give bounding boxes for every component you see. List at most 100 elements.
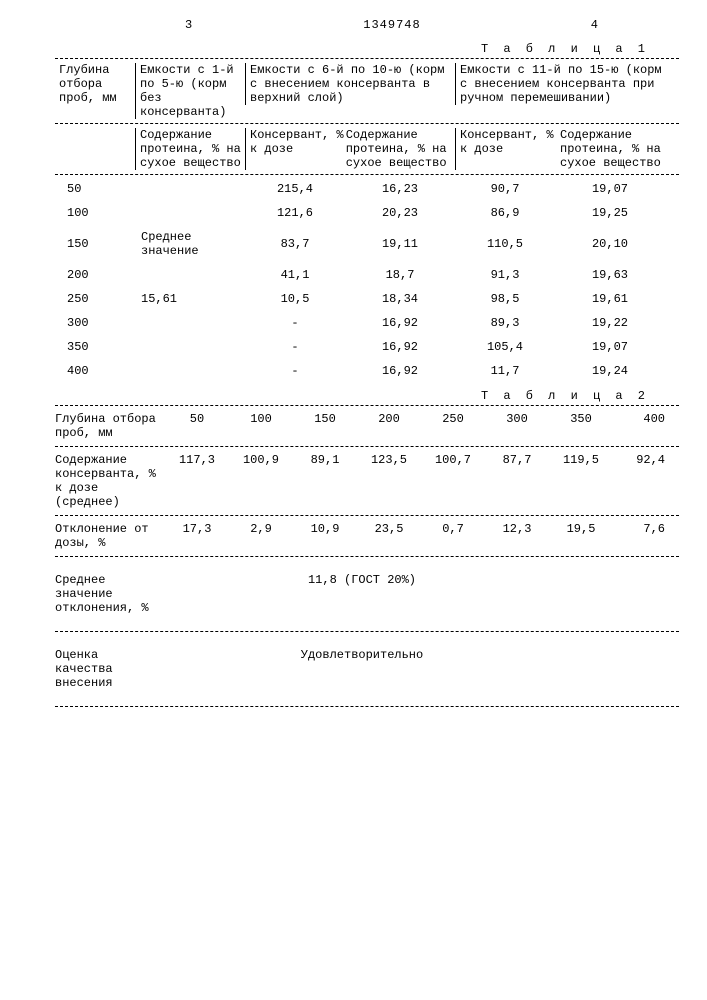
cell: 19,24 bbox=[555, 364, 665, 378]
cell: 91,3 bbox=[455, 268, 555, 282]
cell: 150 bbox=[55, 237, 135, 251]
cell: 41,1 bbox=[245, 268, 345, 282]
table-2-row-quality: Оценка качества внесения Удовлетворитель… bbox=[55, 634, 679, 704]
page-col-right: 4 bbox=[591, 18, 599, 32]
col-g1-protein: Содержание протеина, % на сухое вещество bbox=[135, 128, 245, 170]
cell: 20,23 bbox=[345, 206, 455, 220]
cell: Среднее значение bbox=[135, 230, 245, 258]
cell: 19,5 bbox=[549, 522, 613, 536]
cell: 250 bbox=[55, 292, 135, 306]
t2-content-values: 117,3100,989,1123,5100,787,7119,592,4 bbox=[165, 453, 679, 467]
cell: 100,7 bbox=[421, 453, 485, 467]
t2-quality-value: Удовлетворительно bbox=[165, 648, 679, 662]
cell: 19,11 bbox=[345, 237, 455, 251]
cell: 98,5 bbox=[455, 292, 555, 306]
divider bbox=[55, 446, 679, 447]
cell: 100 bbox=[55, 206, 135, 220]
cell: 90,7 bbox=[455, 182, 555, 196]
table-row: 350 -16,92105,419,07 bbox=[55, 335, 679, 359]
cell: - bbox=[245, 364, 345, 378]
cell: 50 bbox=[55, 182, 135, 196]
cell: 100,9 bbox=[229, 453, 293, 467]
cell: 89,3 bbox=[455, 316, 555, 330]
table-1-header-row-1: Глубина отбора проб, мм Емкости с 1-й по… bbox=[55, 61, 679, 121]
t2-quality-label: Оценка качества внесения bbox=[55, 648, 165, 690]
cell: 0,7 bbox=[421, 522, 485, 536]
cell: 50 bbox=[165, 412, 229, 426]
divider bbox=[55, 631, 679, 632]
cell: 121,6 bbox=[245, 206, 345, 220]
cell: 20,10 bbox=[555, 237, 665, 251]
cell: 86,9 bbox=[455, 206, 555, 220]
cell: 19,61 bbox=[555, 292, 665, 306]
divider bbox=[55, 405, 679, 406]
cell: 250 bbox=[421, 412, 485, 426]
cell: 19,63 bbox=[555, 268, 665, 282]
table-2-row-average: Среднее значение отклонения, % 11,8 (ГОС… bbox=[55, 559, 679, 629]
cell: 300 bbox=[485, 412, 549, 426]
cell: 110,5 bbox=[455, 237, 555, 251]
col-depth-header: Глубина отбора проб, мм bbox=[55, 63, 135, 105]
t2-average-label: Среднее значение отклонения, % bbox=[55, 573, 165, 615]
table-1-body: 50215,416,2390,719,07100121,620,2386,919… bbox=[55, 177, 679, 383]
t2-average-value: 11,8 (ГОСТ 20%) bbox=[165, 573, 679, 587]
table-1: Глубина отбора проб, мм Емкости с 1-й по… bbox=[55, 58, 679, 383]
cell: 16,23 bbox=[345, 182, 455, 196]
table-row: 150Среднее значение83,719,11110,520,10 bbox=[55, 225, 679, 263]
cell: 350 bbox=[55, 340, 135, 354]
cell: 18,34 bbox=[345, 292, 455, 306]
table-row: 25015,6110,518,3498,519,61 bbox=[55, 287, 679, 311]
cell: 18,7 bbox=[345, 268, 455, 282]
col-g3-conservant: Консервант, % к дозе bbox=[460, 128, 560, 170]
page: 3 1349748 4 Т а б л и ц а 1 Глубина отбо… bbox=[0, 0, 707, 739]
cell: 2,9 bbox=[229, 522, 293, 536]
cell: 16,92 bbox=[345, 340, 455, 354]
cell: - bbox=[245, 340, 345, 354]
cell: 16,92 bbox=[345, 364, 455, 378]
cell: 300 bbox=[55, 316, 135, 330]
cell: 87,7 bbox=[485, 453, 549, 467]
divider bbox=[55, 515, 679, 516]
col-g3-protein: Содержание протеина, % на сухое вещество bbox=[560, 128, 670, 170]
cell: 19,07 bbox=[555, 340, 665, 354]
cell: 7,6 bbox=[613, 522, 673, 536]
table-2: Глубина отбора проб, мм 5010015020025030… bbox=[55, 405, 679, 707]
cell: 350 bbox=[549, 412, 613, 426]
cell: 11,7 bbox=[455, 364, 555, 378]
t2-deviation-values: 17,32,910,923,50,712,319,57,6 bbox=[165, 522, 679, 536]
page-col-left: 3 bbox=[185, 18, 193, 32]
divider bbox=[55, 123, 679, 124]
cell: 200 bbox=[357, 412, 421, 426]
cell: 19,07 bbox=[555, 182, 665, 196]
table-1-header-row-2: Содержание протеина, % на сухое вещество… bbox=[55, 126, 679, 172]
col-group-2-header: Емкости с 6-й по 10-ю (корм с внесением … bbox=[245, 63, 455, 105]
t2-deviation-label: Отклонение от дозы, % bbox=[55, 522, 165, 550]
table-row: 300-16,9289,319,22 bbox=[55, 311, 679, 335]
cell: 10,9 bbox=[293, 522, 357, 536]
page-header: 3 1349748 4 bbox=[55, 18, 679, 36]
cell: 10,5 bbox=[245, 292, 345, 306]
cell: 119,5 bbox=[549, 453, 613, 467]
patent-number: 1349748 bbox=[363, 18, 420, 32]
table-2-header-row: Глубина отбора проб, мм 5010015020025030… bbox=[55, 408, 679, 444]
table-row: 400-16,9211,719,24 bbox=[55, 359, 679, 383]
table-row: 100 121,620,2386,919,25 bbox=[55, 201, 679, 225]
cell: 19,25 bbox=[555, 206, 665, 220]
cell: 12,3 bbox=[485, 522, 549, 536]
cell: 117,3 bbox=[165, 453, 229, 467]
t2-content-label: Содержание консерванта, % к дозе (средне… bbox=[55, 453, 165, 509]
divider bbox=[55, 58, 679, 59]
table-2-row-content: Содержание консерванта, % к дозе (средне… bbox=[55, 449, 679, 513]
table-row: 50 215,416,2390,719,07 bbox=[55, 177, 679, 201]
cell: 23,5 bbox=[357, 522, 421, 536]
cell: 105,4 bbox=[455, 340, 555, 354]
col-group-1-header: Емкости с 1-й по 5-ю (корм без консерван… bbox=[135, 63, 245, 119]
col-group-3-header: Емкости с 11-й по 15-ю (корм с внесением… bbox=[455, 63, 675, 105]
divider bbox=[55, 174, 679, 175]
col-g2-conservant: Консервант, % к дозе bbox=[250, 128, 346, 170]
cell: 215,4 bbox=[245, 182, 345, 196]
table-2-caption: Т а б л и ц а 2 bbox=[55, 389, 679, 403]
cell: 19,22 bbox=[555, 316, 665, 330]
divider bbox=[55, 556, 679, 557]
cell: 200 bbox=[55, 268, 135, 282]
